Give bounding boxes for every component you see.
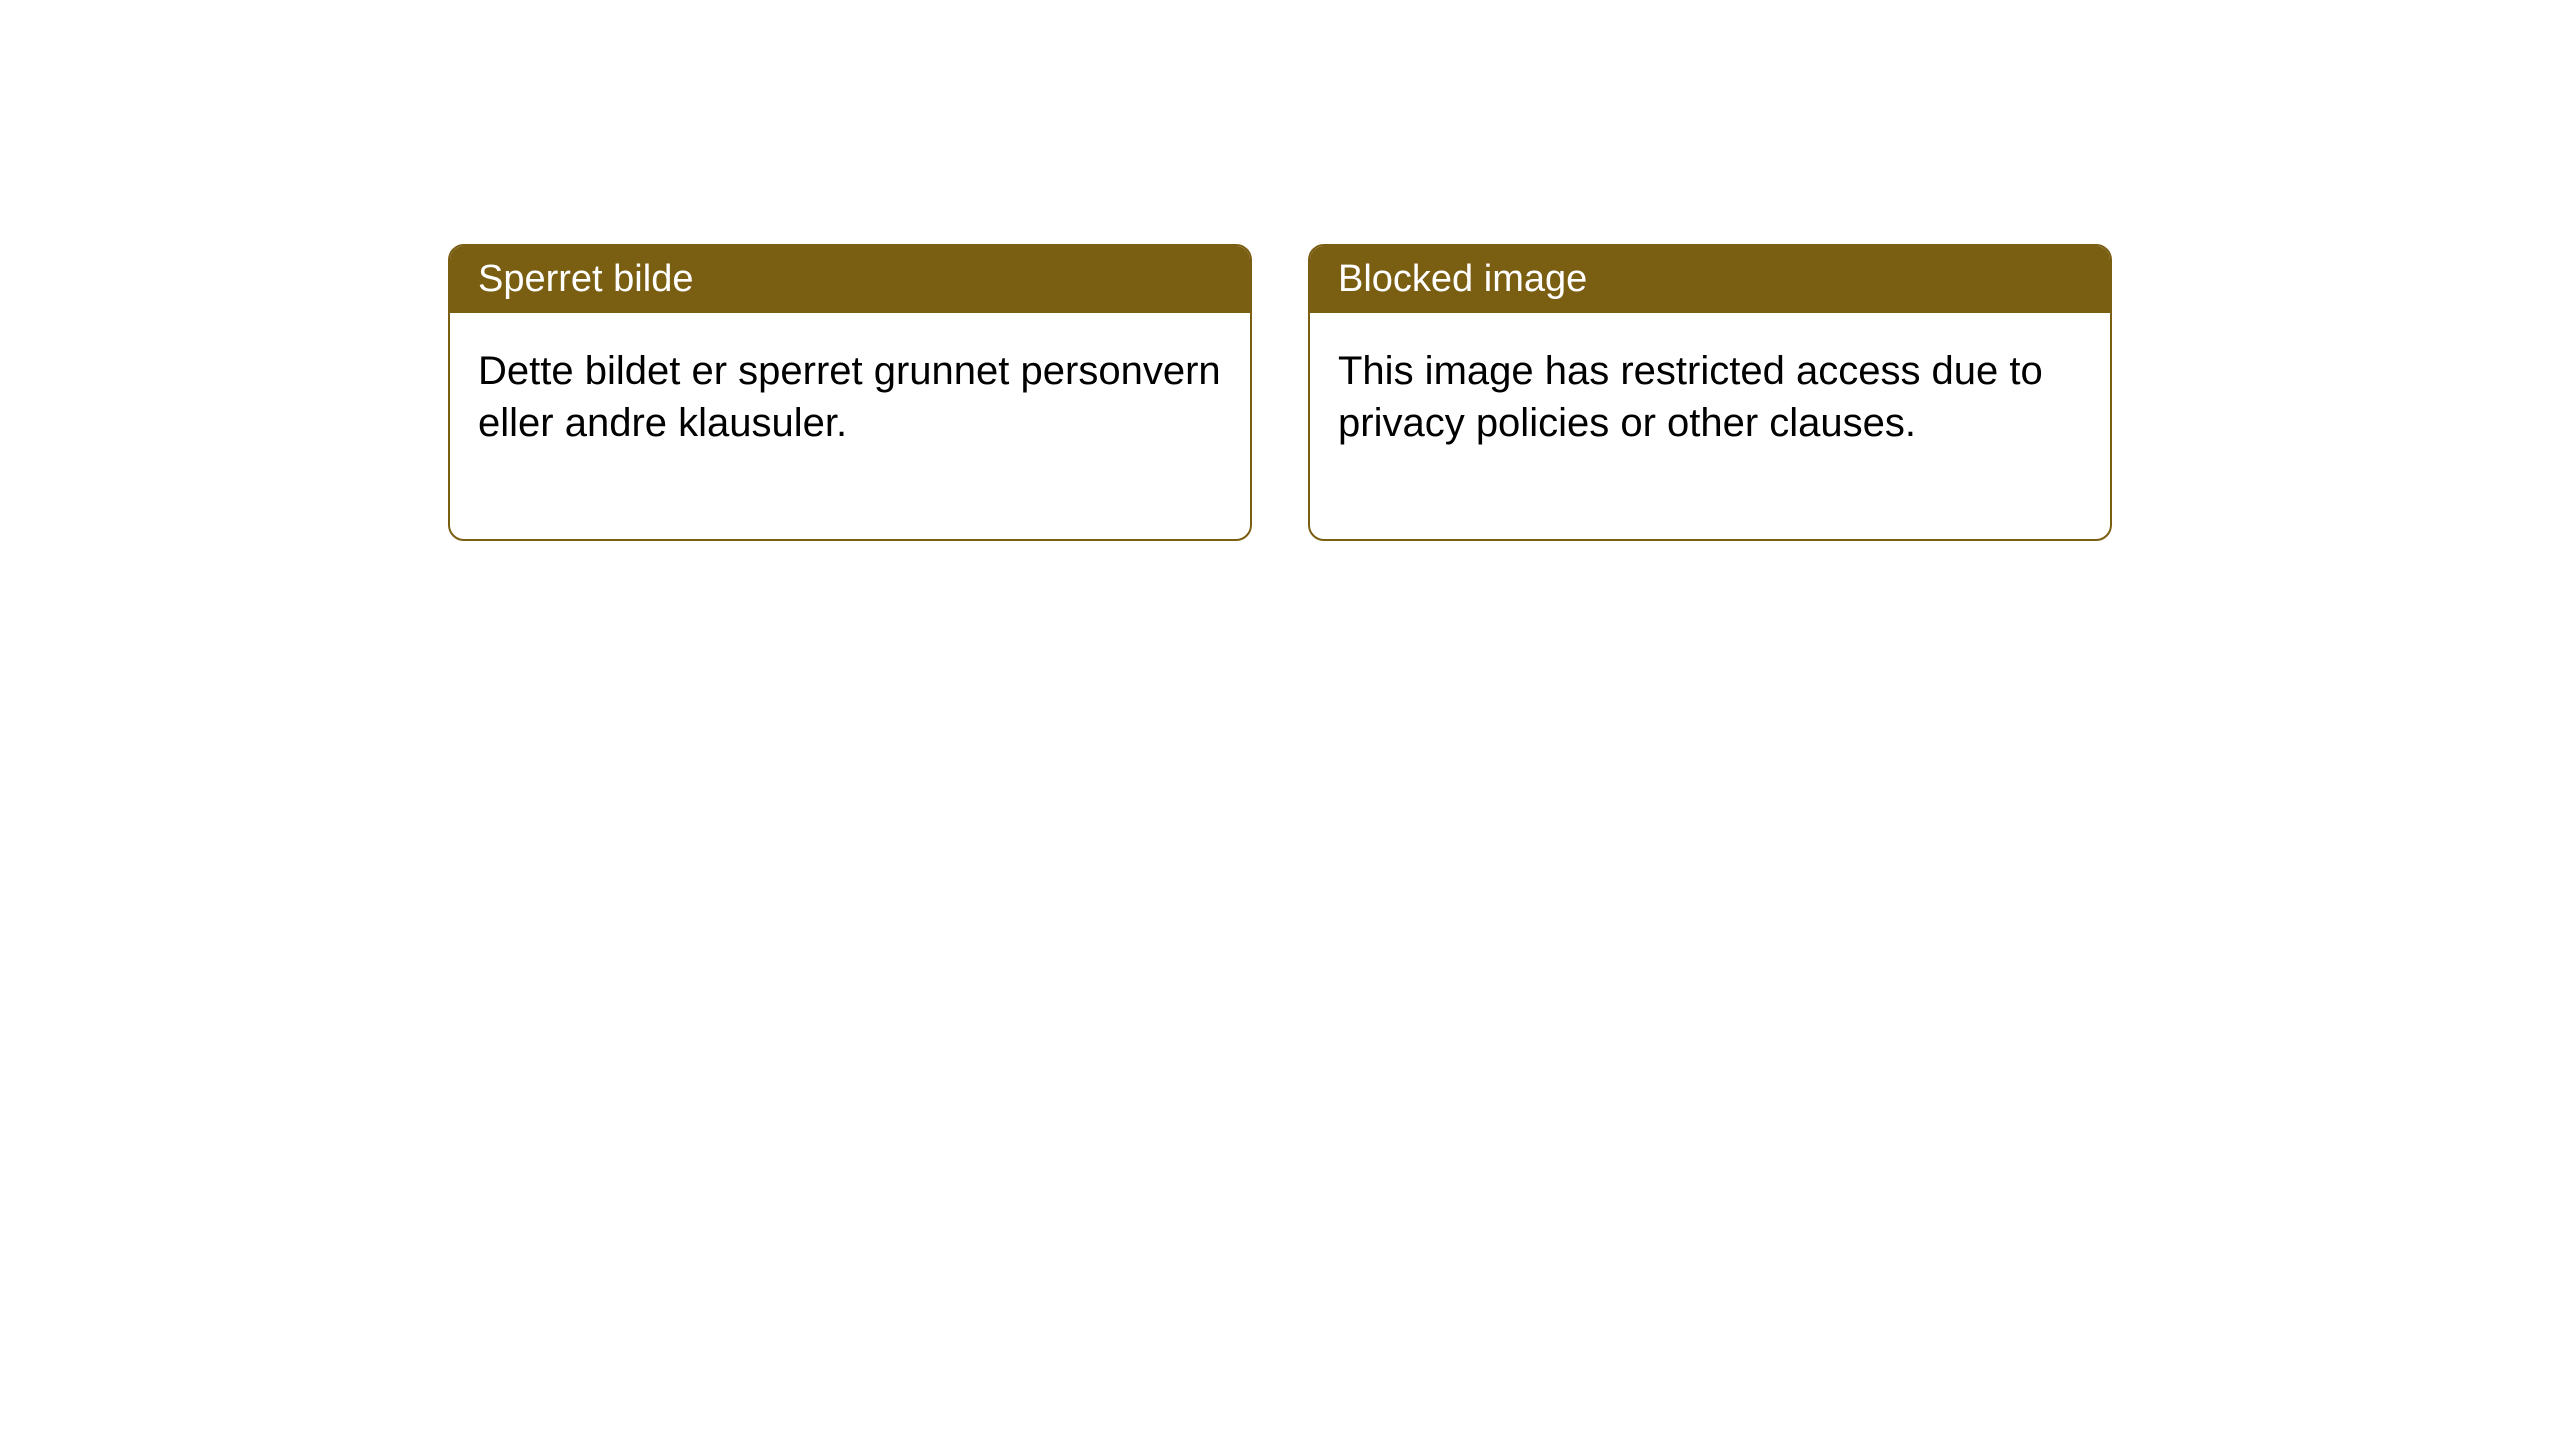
card-title: Blocked image [1338, 258, 1587, 300]
card-body: Dette bildet er sperret grunnet personve… [450, 313, 1250, 539]
card-title: Sperret bilde [478, 258, 693, 300]
notice-container: Sperret bilde Dette bildet er sperret gr… [448, 244, 2112, 541]
card-body: This image has restricted access due to … [1310, 313, 2110, 539]
notice-card-english: Blocked image This image has restricted … [1308, 244, 2112, 541]
card-message: Dette bildet er sperret grunnet personve… [478, 349, 1221, 445]
card-header: Sperret bilde [450, 246, 1250, 313]
card-header: Blocked image [1310, 246, 2110, 313]
card-message: This image has restricted access due to … [1338, 349, 2043, 445]
notice-card-norwegian: Sperret bilde Dette bildet er sperret gr… [448, 244, 1252, 541]
